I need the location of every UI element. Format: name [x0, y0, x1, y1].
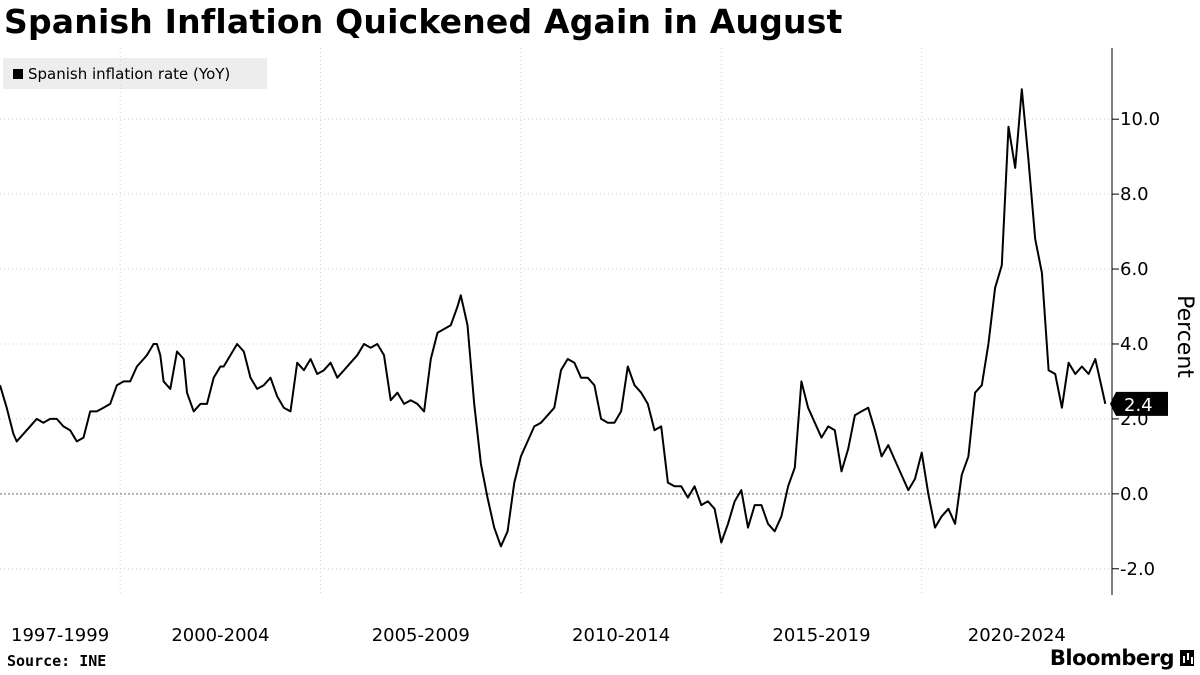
x-group-label: 2005-2009	[372, 625, 470, 646]
x-group-label: 1997-1999	[11, 625, 109, 646]
bloomberg-terminal-icon	[1180, 650, 1194, 666]
y-tick-label: 8.0	[1120, 184, 1149, 205]
source-note: Source: INE	[7, 652, 107, 670]
brand-name: Bloomberg	[1049, 646, 1175, 670]
x-group-label: 2000-2004	[171, 625, 269, 646]
y-axis-label: Percent	[1172, 295, 1197, 378]
chart-title: Spanish Inflation Quickened Again in Aug…	[4, 2, 843, 41]
legend: Spanish inflation rate (YoY)	[3, 58, 267, 89]
x-group-label: 2020-2024	[968, 625, 1066, 646]
y-tick-label: 6.0	[1120, 259, 1149, 280]
y-tick-label: -2.0	[1120, 559, 1155, 580]
x-group-label: 2015-2019	[772, 625, 870, 646]
x-group-label: 2010-2014	[572, 625, 670, 646]
legend-swatch	[13, 68, 23, 79]
y-tick-label: 10.0	[1120, 109, 1160, 130]
last-value-label: 2.4	[1124, 395, 1153, 416]
y-tick-label: 0.0	[1120, 484, 1149, 505]
y-tick-label: 4.0	[1120, 334, 1149, 355]
brand-logo: Bloomberg	[1050, 646, 1194, 670]
series-line	[0, 88, 1107, 548]
last-value-callout	[1110, 391, 1168, 416]
legend-label: Spanish inflation rate (YoY)	[28, 64, 231, 83]
